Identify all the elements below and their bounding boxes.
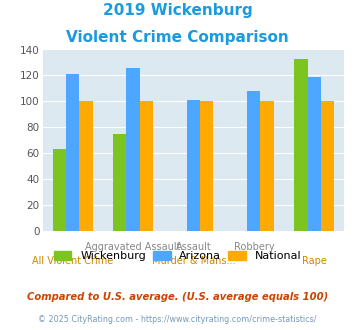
Bar — [66, 74, 80, 231]
Bar — [187, 100, 200, 231]
Text: Murder & Mans...: Murder & Mans... — [152, 256, 235, 266]
Legend: Wickenburg, Arizona, National: Wickenburg, Arizona, National — [49, 247, 306, 266]
Bar — [80, 101, 93, 231]
Bar — [261, 101, 274, 231]
Bar — [113, 134, 126, 231]
Text: Violent Crime Comparison: Violent Crime Comparison — [66, 30, 289, 45]
Text: Aggravated Assault: Aggravated Assault — [85, 242, 181, 252]
Bar — [294, 58, 307, 231]
Bar — [247, 91, 261, 231]
Text: 2019 Wickenburg: 2019 Wickenburg — [103, 3, 252, 18]
Text: All Violent Crime: All Violent Crime — [32, 256, 113, 266]
Text: © 2025 CityRating.com - https://www.cityrating.com/crime-statistics/: © 2025 CityRating.com - https://www.city… — [38, 315, 317, 324]
Bar — [140, 101, 153, 231]
Bar — [200, 101, 213, 231]
Bar — [307, 77, 321, 231]
Text: Assault: Assault — [176, 242, 211, 252]
Text: Rape: Rape — [302, 256, 327, 266]
Bar — [126, 68, 140, 231]
Bar — [53, 149, 66, 231]
Text: Compared to U.S. average. (U.S. average equals 100): Compared to U.S. average. (U.S. average … — [27, 292, 328, 302]
Bar — [321, 101, 334, 231]
Text: Robbery: Robbery — [234, 242, 274, 252]
